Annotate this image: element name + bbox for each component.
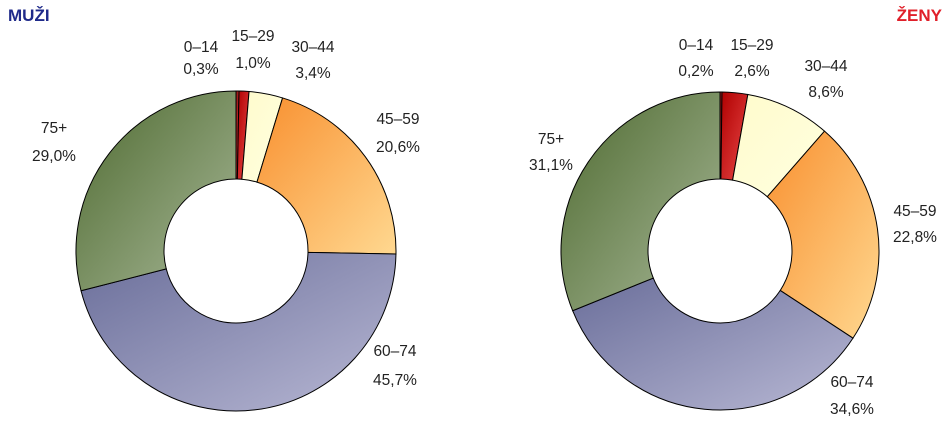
value-label: 3,4% — [295, 65, 331, 82]
category-label: 75+ — [538, 131, 564, 148]
category-label: 15–29 — [730, 37, 773, 54]
slice-muzi-4 — [80, 251, 397, 412]
category-label: 45–59 — [376, 111, 419, 128]
donut-zeny: 0–14 0,2% 15–29 2,6% 30–44 8,6% 45–59 22,8% 60–7… — [529, 37, 937, 418]
value-label: 0,3% — [183, 61, 219, 78]
value-label: 22,8% — [893, 229, 937, 246]
value-label: 0,2% — [678, 63, 714, 80]
chart-title-muzi: MUŽI — [8, 6, 50, 25]
category-label: 0–14 — [679, 37, 714, 54]
slice-zeny-3 — [766, 130, 880, 339]
category-label: 75+ — [41, 120, 67, 137]
category-label: 60–74 — [373, 343, 416, 360]
category-label: 60–74 — [830, 374, 873, 391]
category-label: 30–44 — [291, 39, 334, 56]
value-label: 2,6% — [734, 63, 770, 80]
slice-zeny-4 — [572, 277, 854, 411]
value-label: 29,0% — [32, 148, 76, 165]
category-label: 30–44 — [804, 58, 847, 75]
value-label: 31,1% — [529, 157, 573, 174]
slice-muzi-5 — [75, 90, 237, 292]
category-label: 0–14 — [184, 39, 219, 56]
value-label: 1,0% — [235, 55, 271, 72]
value-label: 34,6% — [830, 401, 874, 418]
chart-title-zeny: ŽENY — [896, 6, 942, 25]
value-label: 20,6% — [376, 139, 420, 156]
slice-muzi-3 — [256, 97, 397, 255]
donut-muzi: 0–14 0,3% 15–29 1,0% 30–44 3,4% 45–59 20,6% 60–7… — [32, 28, 420, 412]
category-label: 45–59 — [893, 203, 936, 220]
value-label: 8,6% — [808, 84, 844, 101]
value-label: 45,7% — [373, 372, 417, 389]
category-label: 15–29 — [231, 28, 274, 45]
slice-zeny-5 — [560, 91, 721, 312]
